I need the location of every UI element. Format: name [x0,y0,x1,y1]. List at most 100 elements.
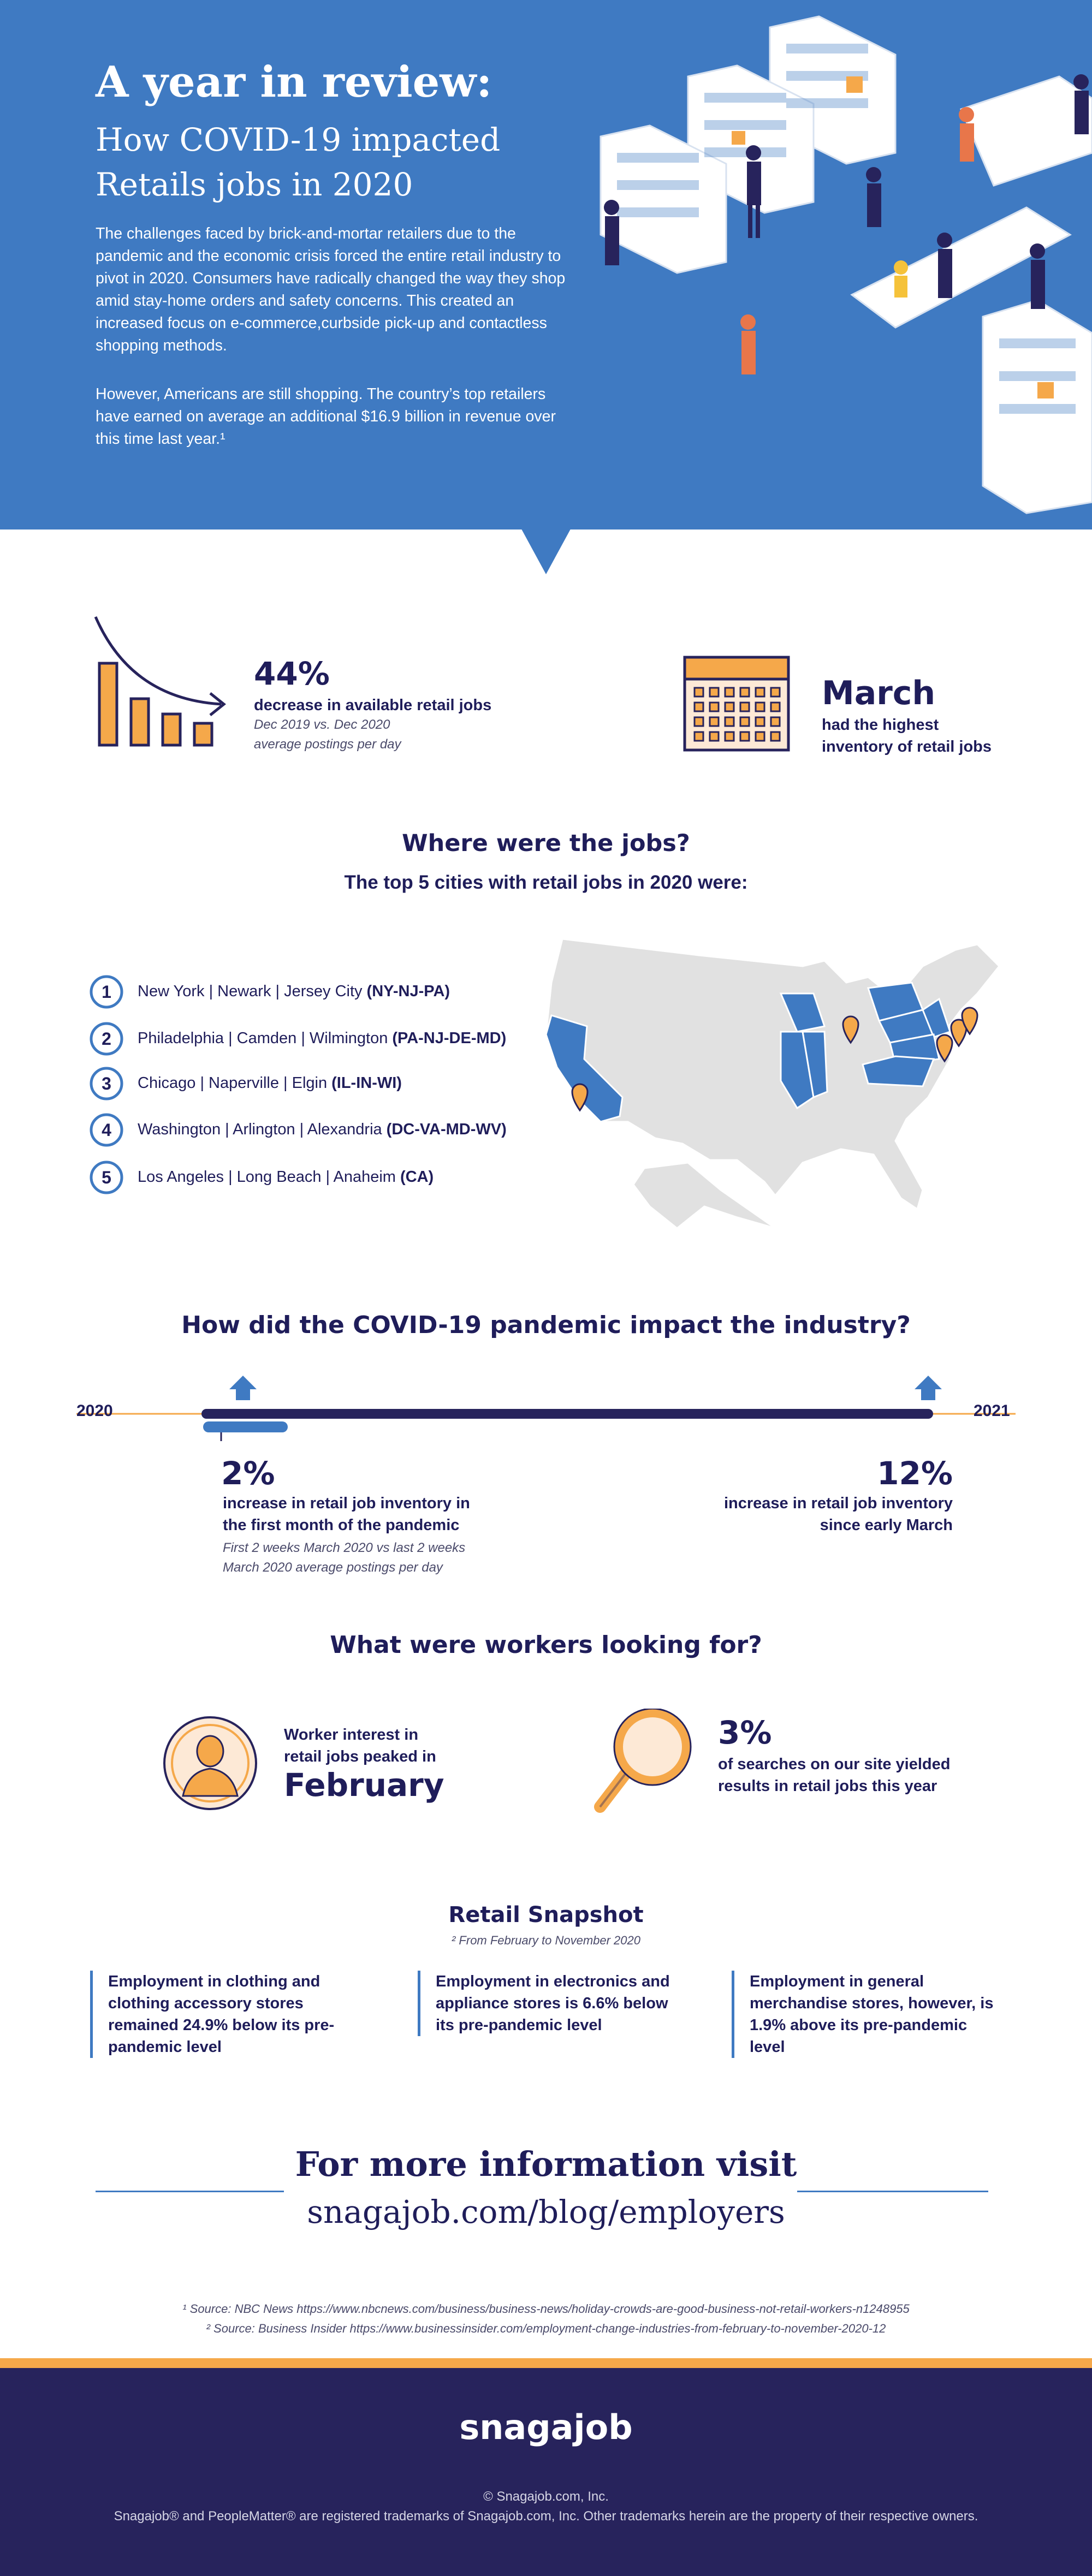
city-row: Chicago | Naperville | Elgin (IL-IN-WI) [138,1074,402,1092]
city-name: Los Angeles | Long Beach | Anaheim [138,1168,396,1186]
city-code: (CA) [400,1168,434,1186]
rank-number: 1 [102,982,111,1002]
rank-badge: 4 [90,1113,123,1147]
calendar-cell [709,731,720,742]
calendar-cell [693,701,704,712]
calendar-cell [770,701,781,712]
stat-value: March [822,674,936,712]
city-name: Washington | Arlington | Alexandria [138,1121,382,1138]
decline-icon [94,616,227,747]
snapshot-item: Employment in general merchandise stores… [732,1971,1001,2058]
timeline-start: 2020 [76,1402,113,1420]
calendar-icon [683,656,790,752]
calendar-cell [739,716,750,727]
footer-stripe [0,2358,1092,2368]
magnifier-icon [594,1709,692,1813]
section-title: Where were the jobs? [402,830,690,857]
calendar-cell [739,687,750,698]
intro-paragraph: The challenges faced by brick-and-mortar… [96,225,566,354]
calendar-cell [724,716,735,727]
rank-number: 4 [102,1120,111,1140]
footer-copyright: © Snagajob.com, Inc. [483,2489,609,2504]
snapshot-note: ² From February to November 2020 [451,1934,641,1947]
worker-value: 3% [718,1714,772,1751]
section-title: What were workers looking for? [330,1631,762,1659]
stat-label: had the highest inventory of retail jobs [822,716,992,755]
rank-badge: 3 [90,1067,123,1100]
stat-note: Dec 2019 vs. Dec 2020 average postings p… [254,717,401,752]
city-code: (IL-IN-WI) [331,1074,402,1092]
stat-label: increase in retail job inventory since e… [723,1495,953,1534]
city-code: (NY-NJ-PA) [366,983,450,1000]
calendar-cell [724,701,735,712]
timeline [76,1376,1016,1441]
city-row: Philadelphia | Camden | Wilmington (PA-NJ… [138,1030,506,1048]
snapshot-item: Employment in clothing and clothing acce… [90,1971,348,2058]
calendar-cell [755,731,765,742]
stat-value: 2% [221,1455,275,1492]
section-title: How did the COVID-19 pandemic impact the… [181,1311,911,1339]
rank-badge: 5 [90,1161,123,1194]
calendar-cell [755,687,765,698]
source: ² Source: Business Insider https://www.b… [206,2322,886,2335]
calendar-cell [693,716,704,727]
rank-badge: 1 [90,975,123,1009]
store-illustration [600,15,1092,514]
calendar-cell [739,701,750,712]
city-row: Los Angeles | Long Beach | Anaheim (CA) [138,1168,434,1186]
footer-logo: snagajob [459,2407,633,2447]
stat-note: First 2 weeks March 2020 vs last 2 weeks… [223,1540,466,1575]
stat-label: decrease in available retail jobs [254,697,492,714]
rank-circle [90,1161,123,1194]
timeline-end: 2021 [974,1402,1010,1420]
city-name: Chicago | Naperville | Elgin [138,1074,328,1092]
city-row: Washington | Arlington | Alexandria (DC-V… [138,1121,507,1139]
city-name: Philadelphia | Camden | Wilmington [138,1030,388,1047]
calendar-cell [709,701,720,712]
section-title: Retail Snapshot [448,1902,644,1927]
rank-number: 5 [102,1168,111,1187]
us-map [545,938,1001,1229]
worker-label: Worker interest in retail jobs peaked in [284,1726,436,1765]
calendar-cell [770,716,781,727]
subtitle: How COVID-19 impacted Retails jobs in 20… [96,121,501,203]
stat-value: 44% [254,655,330,692]
cta-rule [797,2191,988,2192]
rank-number: 2 [102,1029,111,1049]
calendar-cell [739,731,750,742]
cta-rule [96,2191,284,2192]
footer-trademark: Snagajob® and PeopleMatter® are register… [114,2509,978,2524]
source: ¹ Source: NBC News https://www.nbcnews.c… [182,2302,910,2316]
calendar-cell [755,716,765,727]
stat-label: increase in retail job inventory in the … [223,1495,470,1534]
rank-badge: 2 [90,1022,123,1056]
calendar-cell [693,731,704,742]
city-name: New York | Newark | Jersey City [138,983,363,1000]
city-code: (PA-NJ-DE-MD) [392,1030,507,1047]
calendar-cell [770,687,781,698]
calendar-cell [724,687,735,698]
rank-circle [90,975,123,1009]
calendar-cell [724,731,735,742]
city-code: (DC-VA-MD-WV) [386,1121,507,1138]
cta-url[interactable]: snagajob.com/blog/employers [307,2193,785,2230]
intro-paragraph: However, Americans are still shopping. T… [96,385,556,448]
section-subtitle: The top 5 cities with retail jobs in 202… [344,872,748,893]
snapshot-item: Employment in electronics and appliance … [418,1971,676,2036]
rank-number: 3 [102,1074,111,1093]
city-row: New York | Newark | Jersey City (NY-NJ-PA… [138,983,450,1001]
calendar-cell [770,731,781,742]
stat-value: 12% [877,1455,953,1492]
rank-circle [90,1067,123,1100]
calendar-cell [709,687,720,698]
title: A year in review: [96,57,492,107]
header-pointer [519,524,573,574]
footer [0,2368,1092,2576]
worker-label: of searches on our site yielded results … [718,1756,951,1795]
rank-circle [90,1022,123,1056]
cta-title: For more information visit [295,2144,797,2184]
person-icon [163,1716,257,1810]
calendar-cell [755,701,765,712]
calendar-cell [709,716,720,727]
